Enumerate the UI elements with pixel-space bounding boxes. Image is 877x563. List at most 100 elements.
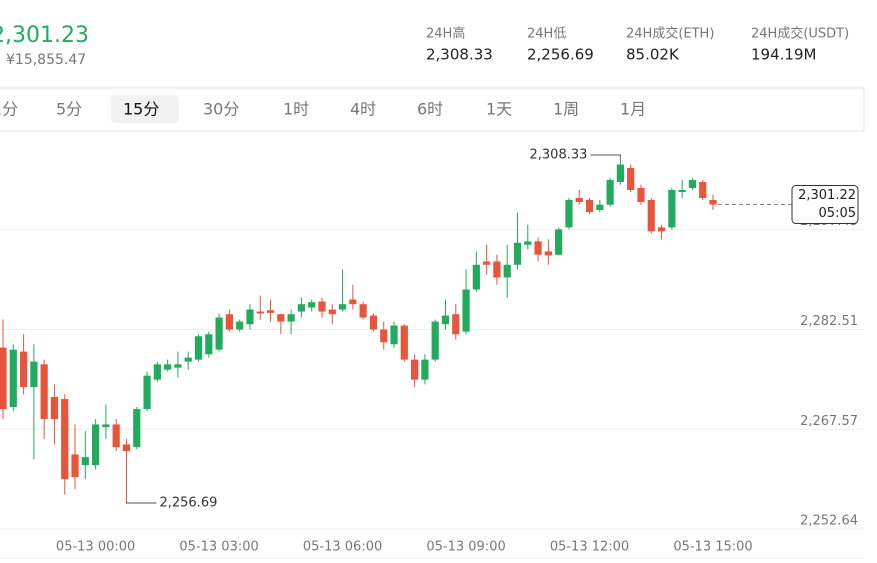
max-leader	[590, 154, 621, 158]
y-tick-label: 2,267.57	[800, 414, 858, 429]
candle-body	[19, 351, 28, 388]
candle-body	[483, 261, 491, 265]
stat-label: 24H成交(USDT)	[751, 26, 849, 42]
candle-body	[338, 304, 347, 310]
candle-body	[164, 364, 172, 370]
stat-value: 2,256.69	[527, 46, 594, 64]
stat-value: 194.19M	[751, 46, 816, 64]
stat-value: 2,308.33	[426, 46, 493, 64]
candle-body	[688, 179, 697, 188]
stat-label: 24H高	[426, 26, 465, 42]
candle-body	[390, 325, 398, 345]
tab[interactable]: 1天	[486, 100, 512, 119]
candle-body	[256, 311, 264, 314]
candle-body	[709, 199, 717, 205]
candle-body	[81, 457, 89, 466]
candle-body	[400, 325, 408, 360]
candle-body	[102, 424, 110, 428]
candle-body	[380, 329, 388, 343]
candle-body	[71, 454, 79, 478]
candle-body	[668, 189, 676, 228]
candle-body	[472, 264, 480, 290]
candle-body	[585, 199, 594, 213]
x-tick-label: 05-13 06:00	[303, 540, 382, 555]
candle-body	[236, 321, 244, 330]
candle-body	[133, 409, 141, 448]
candle-body	[647, 199, 655, 232]
candle-body	[421, 359, 429, 380]
candle-body	[637, 187, 645, 202]
y-tick-label: 2,252.64	[800, 514, 858, 529]
tab[interactable]: 5分	[56, 100, 82, 119]
price-cny: ¥15,855.47	[6, 52, 86, 68]
tab[interactable]: 4时	[350, 100, 376, 119]
candle-body	[215, 317, 223, 350]
tab[interactable]: 30分	[203, 100, 239, 119]
candle-body	[50, 397, 59, 420]
candle-body	[575, 197, 583, 202]
candle-body	[431, 321, 439, 360]
candle-body	[246, 309, 254, 325]
x-tick-label: 05-13 03:00	[179, 540, 258, 555]
candle-body	[277, 314, 285, 322]
candle-body	[596, 204, 604, 211]
candle-body	[493, 261, 501, 278]
last-price-label: 2,301.22	[798, 188, 856, 203]
candle-body	[544, 251, 552, 256]
candle-body	[287, 314, 295, 322]
x-tick-label: 05-13 15:00	[673, 540, 752, 555]
candle-body	[143, 375, 151, 410]
candle-body	[184, 357, 192, 362]
candle-body	[359, 304, 367, 318]
stat-value: 85.02K	[626, 46, 680, 64]
candle-body	[122, 444, 131, 452]
stat-label: 24H成交(ETH)	[626, 26, 714, 42]
tab-bar	[0, 87, 865, 132]
candle-body	[153, 364, 161, 380]
candle-body	[328, 309, 336, 315]
candle-body	[205, 334, 213, 355]
candle-body	[657, 227, 666, 232]
x-tick-label: 05-13 00:00	[56, 540, 135, 555]
candle-body	[9, 349, 17, 408]
x-tick-label: 05-13 09:00	[426, 540, 505, 555]
candle-body	[616, 164, 624, 182]
candle-body	[174, 364, 182, 368]
candle-body	[513, 242, 522, 265]
tab[interactable]: 1时	[283, 100, 309, 119]
candle-body	[462, 289, 470, 332]
tab[interactable]: 1月	[620, 100, 646, 119]
candle-body	[92, 424, 100, 466]
last-price-tag	[791, 185, 859, 225]
stat-label: 24H低	[527, 27, 566, 42]
countdown: 05:05	[819, 206, 856, 221]
candle-body	[318, 301, 326, 312]
candle-body	[61, 399, 69, 480]
max-label: 2,308.33	[530, 148, 588, 163]
x-tick-label: 05-13 12:00	[550, 540, 629, 555]
candle-body	[30, 361, 38, 388]
candle-body	[308, 302, 316, 308]
candle-body	[555, 229, 563, 255]
candle-body	[0, 347, 7, 410]
candle-body	[627, 167, 635, 190]
candle-body	[441, 315, 450, 325]
tab[interactable]: 15分	[123, 100, 159, 119]
min-label: 2,256.69	[159, 495, 217, 510]
price: 2,301.23	[0, 23, 89, 48]
tab[interactable]: 1分	[0, 100, 18, 119]
tab[interactable]: 6时	[417, 100, 443, 119]
candle-body	[266, 310, 275, 313]
candle-body	[194, 336, 203, 360]
candle-body	[503, 264, 511, 278]
candle-body	[606, 179, 614, 205]
candle-body	[112, 424, 120, 448]
candle-body	[699, 181, 707, 198]
tab[interactable]: 1周	[553, 100, 579, 119]
candle-body	[349, 299, 357, 305]
candle-body	[534, 241, 542, 255]
candle-body	[411, 359, 419, 380]
candle-body	[369, 315, 378, 330]
